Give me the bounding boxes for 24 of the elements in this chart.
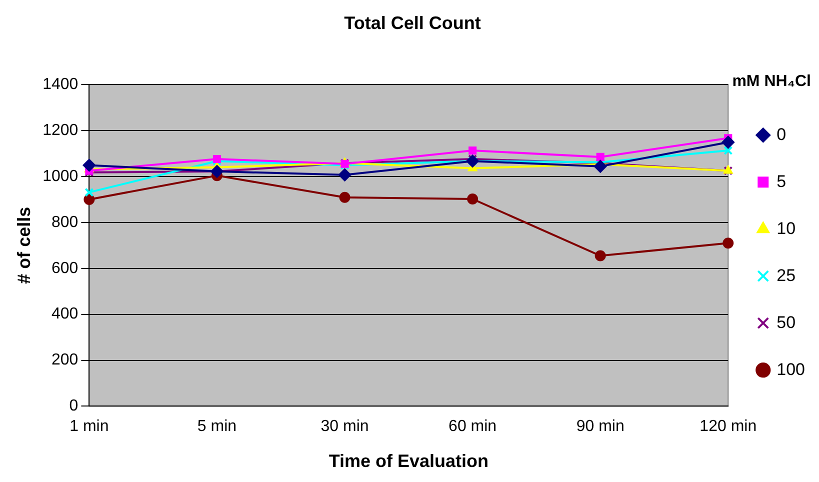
- x-axis-title: Time of Evaluation: [328, 451, 489, 472]
- y-tick-label: 200: [51, 352, 78, 369]
- y-tick-label: 0: [69, 398, 78, 415]
- y-tick-label: 800: [51, 214, 78, 231]
- legend-title: mM NH₄Cl: [732, 72, 811, 90]
- y-tick-label: 1200: [42, 122, 78, 139]
- x-tick-label: 90 min: [576, 418, 624, 436]
- y-axis-title: # of cells: [14, 206, 34, 284]
- legend-label: 100: [776, 360, 806, 379]
- x-tick-label: 30 min: [320, 418, 369, 436]
- y-tick-label: 600: [51, 260, 78, 277]
- legend-label: 5: [776, 172, 786, 191]
- x-tick-label: 1 min: [70, 418, 109, 436]
- y-tick-label: 1000: [42, 168, 78, 185]
- x-tick-label: 120 min: [700, 418, 757, 436]
- legend-label: 0: [776, 124, 786, 144]
- x-tick-label: 60 min: [448, 418, 497, 436]
- x-tick-label: 5 min: [197, 418, 237, 436]
- legend-label: 25: [776, 266, 796, 285]
- legend-label: 50: [776, 312, 796, 332]
- y-tick-label: 1400: [42, 76, 78, 94]
- y-tick-label: 400: [51, 306, 78, 323]
- chart-title: Total Cell Count: [344, 12, 481, 33]
- legend-label: 10: [776, 218, 796, 238]
